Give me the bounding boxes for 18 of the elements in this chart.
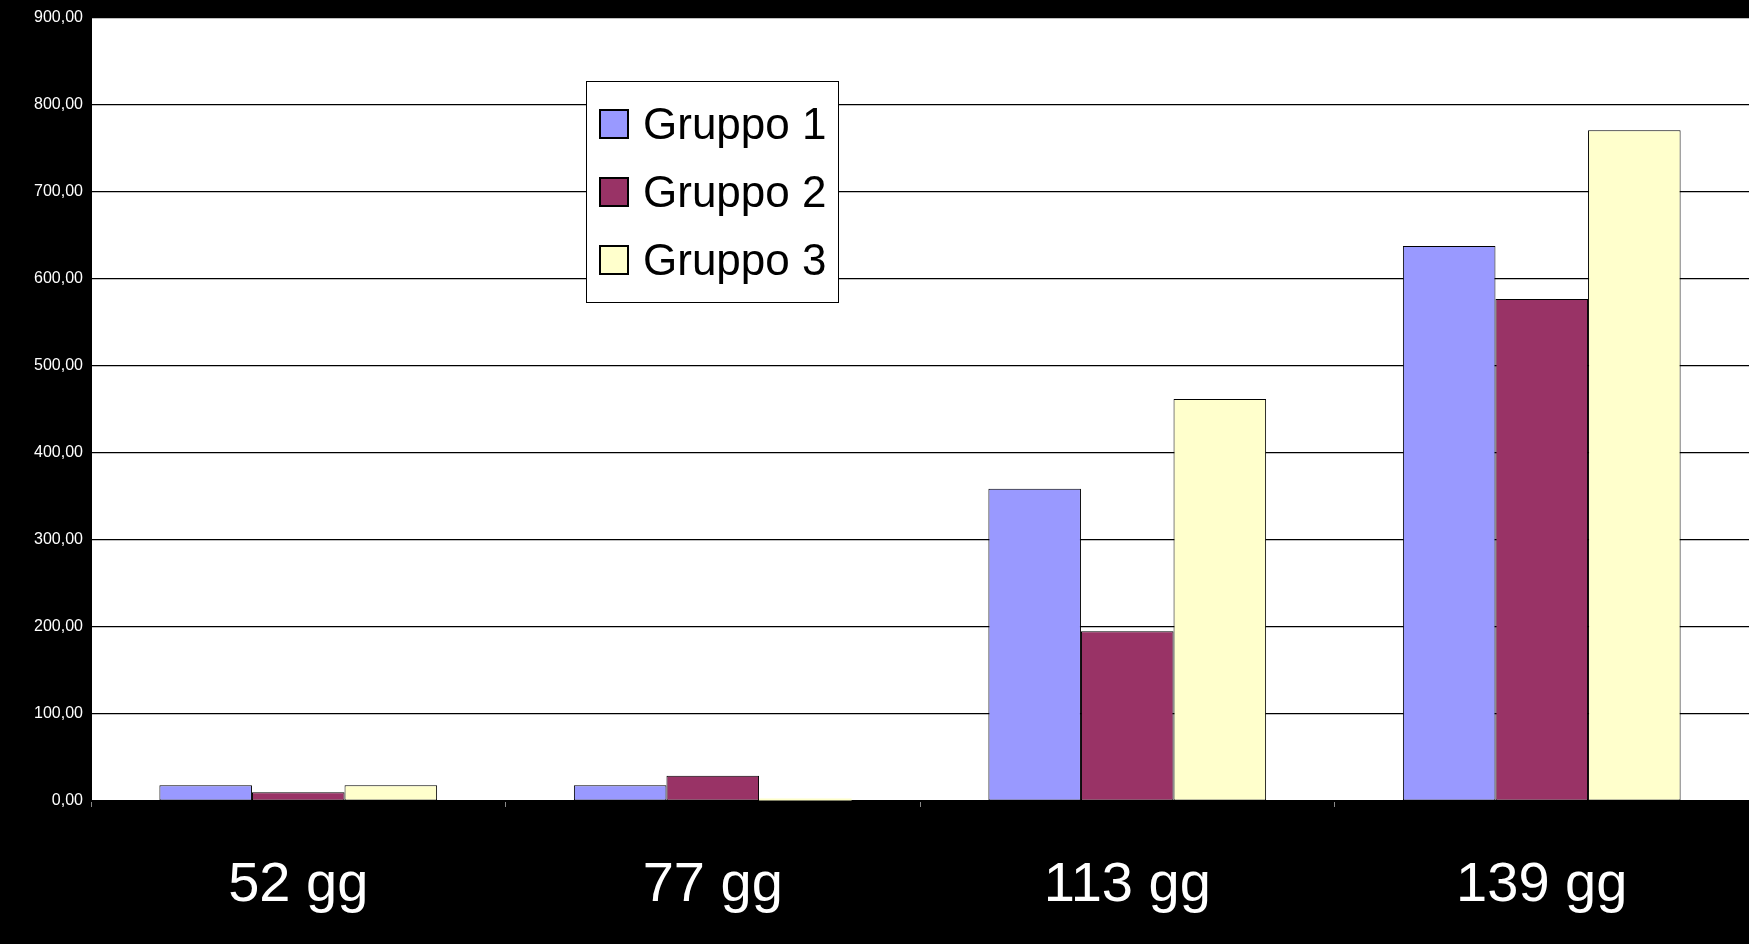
y-tick-label: 400,00 bbox=[34, 443, 84, 461]
bar bbox=[759, 798, 852, 801]
legend-label: Gruppo 2 bbox=[643, 167, 827, 217]
y-tick-label: 600,00 bbox=[34, 269, 84, 287]
legend-label: Gruppo 1 bbox=[643, 99, 827, 149]
y-tick-label: 500,00 bbox=[34, 356, 84, 374]
y-tick-label: 0,00 bbox=[51, 791, 84, 809]
y-tick-label: 900,00 bbox=[34, 8, 84, 26]
x-tick-label: 139 gg bbox=[1456, 850, 1628, 914]
x-tick-label: 77 gg bbox=[642, 850, 783, 914]
y-tick-label: 100,00 bbox=[34, 704, 84, 722]
x-tick-label: 113 gg bbox=[1043, 850, 1211, 914]
y-tick-label: 800,00 bbox=[34, 95, 84, 113]
y-tick-label: 300,00 bbox=[34, 530, 84, 548]
y-tick-label: 700,00 bbox=[34, 182, 84, 200]
x-tick-label: 52 gg bbox=[228, 850, 369, 914]
y-tick-label: 200,00 bbox=[34, 617, 84, 635]
legend-label: Gruppo 3 bbox=[643, 235, 827, 285]
